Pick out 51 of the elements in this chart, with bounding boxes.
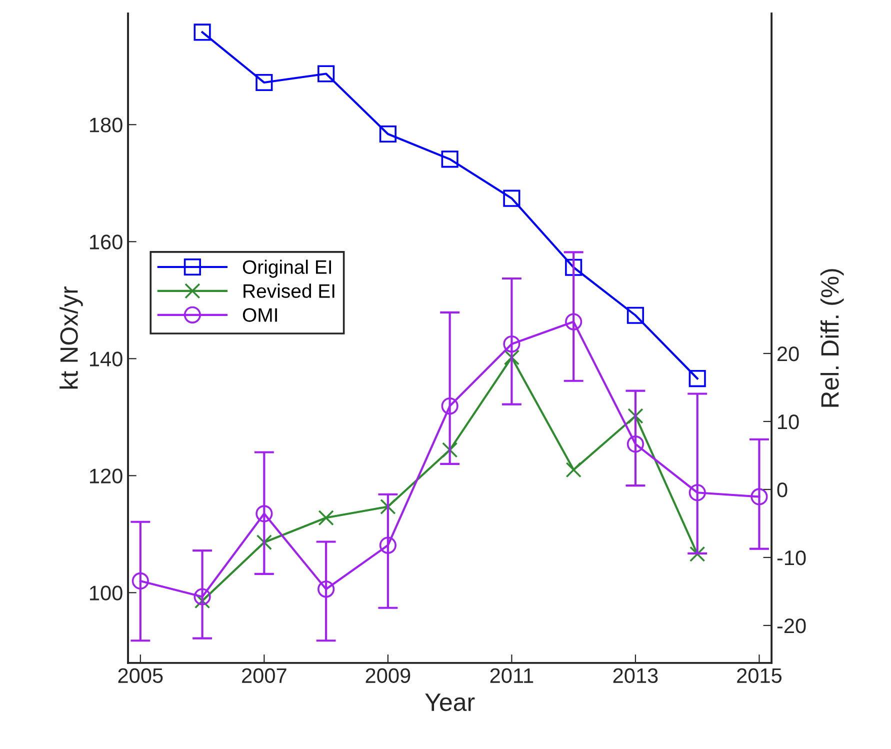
point	[688, 370, 706, 388]
y-axis-title: kt NOx/yr	[60, 286, 83, 389]
point	[503, 335, 520, 353]
legend-label: Original EI	[242, 260, 331, 278]
point	[503, 190, 520, 207]
point	[565, 258, 582, 276]
point	[318, 65, 335, 82]
y-tick-label: 140	[90, 352, 122, 366]
point	[441, 150, 458, 168]
y-tick-label: 180	[90, 118, 122, 132]
point	[565, 313, 582, 330]
x-tick-label: 2005	[118, 668, 163, 684]
y2-axis-title: Rel. Diff. (%)	[820, 269, 844, 407]
y-tick-label: 100	[90, 586, 122, 600]
point	[318, 510, 334, 526]
y2-tick-label: 10	[778, 414, 799, 430]
y2-tick-label: 0	[777, 482, 788, 498]
point	[690, 546, 706, 562]
x-tick-label: 2007	[242, 668, 286, 684]
point	[380, 498, 396, 515]
point	[194, 588, 211, 606]
point	[626, 306, 644, 324]
legend-label: Revised EI	[244, 284, 334, 298]
point	[256, 534, 272, 550]
point	[626, 436, 644, 453]
x-tick-label: 2015	[737, 668, 782, 684]
x-axis-title: Year	[425, 694, 475, 712]
point	[256, 505, 273, 522]
point	[132, 572, 149, 590]
y-tick-label: 160	[90, 234, 122, 250]
point	[750, 488, 768, 506]
point	[194, 24, 211, 41]
point	[318, 580, 335, 598]
point	[379, 125, 396, 143]
x-tick-label: 2013	[613, 668, 658, 684]
point	[379, 536, 396, 554]
legend-label: OMI	[242, 308, 277, 322]
point	[194, 593, 210, 609]
point	[566, 462, 582, 478]
point	[256, 74, 273, 92]
x-tick-label: 2011	[490, 668, 534, 684]
point	[628, 408, 644, 424]
x-tick-label: 2009	[366, 668, 410, 684]
point	[504, 350, 520, 366]
y2-tick-label: -10	[777, 550, 806, 566]
y-tick-label: 120	[90, 468, 122, 484]
point	[442, 442, 458, 458]
point	[441, 397, 458, 415]
y2-tick-label: 20	[778, 346, 799, 362]
y2-tick-label: -20	[777, 618, 806, 634]
point	[688, 484, 706, 502]
